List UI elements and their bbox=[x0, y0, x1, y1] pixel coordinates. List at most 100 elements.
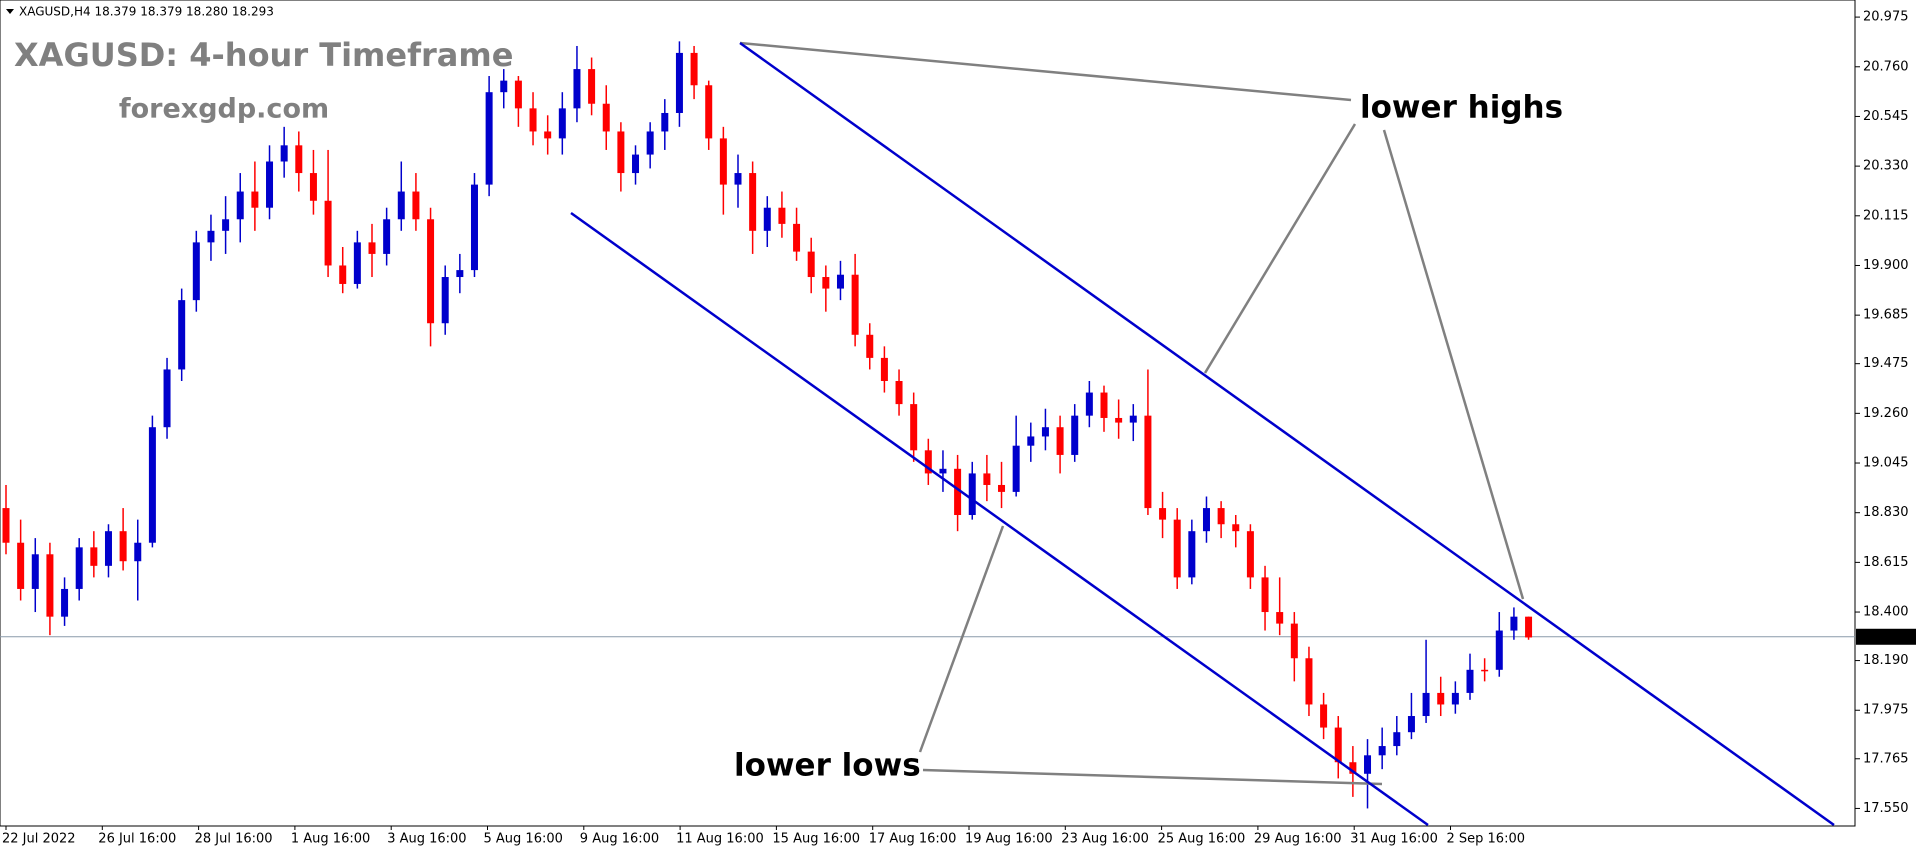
x-tick-label: 23 Aug 16:00 bbox=[1061, 832, 1149, 847]
x-tick-label: 31 Aug 16:00 bbox=[1350, 832, 1438, 847]
y-tick-label: 17.975 bbox=[1863, 703, 1909, 718]
candle-body bbox=[983, 473, 991, 485]
candle-body bbox=[1364, 755, 1372, 774]
candle-body bbox=[514, 80, 522, 109]
y-tick-label: 18.615 bbox=[1863, 555, 1909, 570]
candle-body bbox=[851, 274, 859, 335]
candle-body bbox=[295, 145, 303, 174]
x-tick-label: 22 Jul 2022 bbox=[2, 832, 76, 847]
candle-body bbox=[836, 274, 844, 289]
candle-body bbox=[1188, 531, 1196, 578]
candle-body bbox=[749, 173, 757, 231]
candle-body bbox=[1056, 427, 1064, 455]
x-tick-label: 29 Aug 16:00 bbox=[1254, 832, 1342, 847]
y-tick-label: 19.685 bbox=[1863, 308, 1909, 323]
last-price-label: 18.293 bbox=[1863, 629, 1909, 644]
x-tick-label: 28 Jul 16:00 bbox=[195, 832, 273, 847]
candle-body bbox=[544, 131, 552, 139]
y-tick-label: 18.400 bbox=[1863, 605, 1909, 620]
candle-body bbox=[895, 380, 903, 405]
candle-body bbox=[236, 191, 244, 220]
candle-body bbox=[1451, 692, 1459, 705]
y-tick-label: 20.760 bbox=[1863, 59, 1909, 74]
channel-upper bbox=[739, 41, 1835, 827]
candle-body bbox=[441, 277, 449, 324]
y-tick-label: 18.830 bbox=[1863, 505, 1909, 520]
candle-body bbox=[1334, 727, 1342, 763]
header: XAGUSD,H4 18.379 18.379 18.280 18.293 bbox=[19, 5, 274, 19]
candle-body bbox=[485, 92, 493, 185]
candle-body bbox=[778, 207, 786, 224]
candle-body bbox=[178, 300, 186, 370]
candle-body bbox=[1305, 658, 1313, 705]
plot-frame bbox=[0, 0, 1856, 827]
candle-body bbox=[807, 251, 815, 278]
candle-body bbox=[1276, 612, 1284, 624]
y-tick-label: 19.260 bbox=[1863, 406, 1909, 421]
candle-body bbox=[1173, 519, 1181, 578]
candle-body bbox=[2, 508, 10, 543]
candle-body bbox=[573, 69, 581, 109]
channel-lower bbox=[570, 211, 1429, 827]
candle-body bbox=[1129, 415, 1137, 423]
annotation-line bbox=[922, 768, 1383, 786]
x-tick-label: 5 Aug 16:00 bbox=[484, 832, 563, 847]
candle-body bbox=[1466, 669, 1474, 693]
candle-body bbox=[1012, 445, 1020, 492]
y-tick-label: 19.475 bbox=[1863, 356, 1909, 371]
chart-subtitle: forexgdp.com bbox=[119, 94, 329, 125]
y-tick-label: 20.330 bbox=[1863, 159, 1909, 174]
candle-body bbox=[1115, 417, 1123, 423]
candle-body bbox=[602, 103, 610, 132]
candle-body bbox=[1100, 392, 1108, 418]
y-tick-label: 18.190 bbox=[1863, 653, 1909, 668]
candles bbox=[2, 41, 1533, 809]
candle-body bbox=[192, 242, 200, 301]
candle-body bbox=[1159, 508, 1167, 520]
candle-body bbox=[1481, 669, 1489, 672]
candle-body bbox=[661, 112, 669, 132]
x-tick-label: 25 Aug 16:00 bbox=[1158, 832, 1246, 847]
candle-body bbox=[1378, 746, 1386, 756]
candle-body bbox=[134, 542, 142, 562]
annotation-line bbox=[739, 41, 1352, 102]
candle-body bbox=[1041, 427, 1049, 437]
candle-body bbox=[763, 207, 771, 231]
header-icon bbox=[6, 9, 14, 14]
x-tick-label: 26 Jul 16:00 bbox=[98, 832, 176, 847]
annotation-lines bbox=[739, 41, 1525, 786]
candle-body bbox=[251, 191, 259, 208]
candle-body bbox=[1085, 392, 1093, 416]
candle-body bbox=[822, 277, 830, 289]
candle-body bbox=[632, 154, 640, 174]
candle-body bbox=[339, 265, 347, 284]
candle-body bbox=[412, 191, 420, 220]
candle-body bbox=[383, 219, 391, 254]
x-tick-label: 3 Aug 16:00 bbox=[387, 832, 466, 847]
x-tick-label: 11 Aug 16:00 bbox=[676, 832, 764, 847]
candle-body bbox=[222, 219, 230, 231]
candle-body bbox=[1393, 732, 1401, 747]
x-tick-label: 1 Aug 16:00 bbox=[291, 832, 370, 847]
candle-body bbox=[529, 108, 537, 132]
candle-body bbox=[470, 184, 478, 271]
candle-body bbox=[90, 547, 98, 566]
chart-title: XAGUSD: 4-hour Timeframe bbox=[14, 36, 513, 74]
candle-body bbox=[427, 219, 435, 324]
x-tick-label: 17 Aug 16:00 bbox=[869, 832, 957, 847]
candle-body bbox=[1027, 436, 1035, 446]
candle-body bbox=[924, 450, 932, 474]
candle-body bbox=[675, 52, 683, 113]
candle-body bbox=[793, 223, 801, 252]
y-tick-label: 19.900 bbox=[1863, 258, 1909, 273]
candle-body bbox=[368, 242, 376, 254]
annotation-label: lower highs bbox=[1360, 90, 1563, 126]
candle-body bbox=[500, 80, 508, 93]
candle-body bbox=[17, 542, 25, 589]
candle-body bbox=[1290, 623, 1298, 659]
y-tick-label: 19.045 bbox=[1863, 456, 1909, 471]
candle-body bbox=[324, 200, 332, 266]
x-tick-label: 9 Aug 16:00 bbox=[580, 832, 659, 847]
x-tick-label: 19 Aug 16:00 bbox=[965, 832, 1053, 847]
